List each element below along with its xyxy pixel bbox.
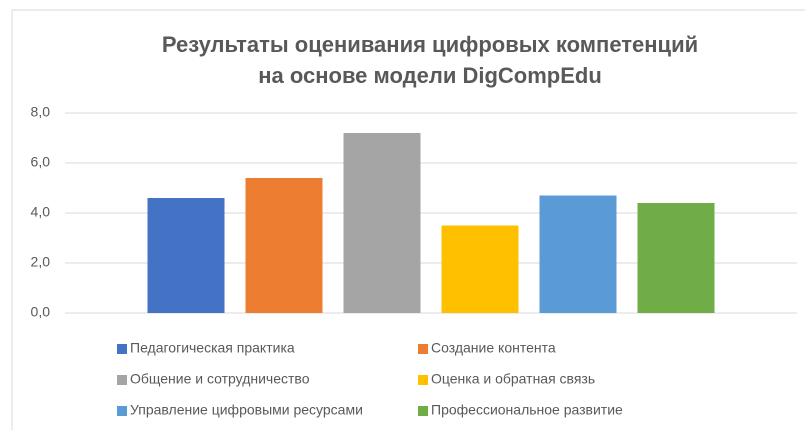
bar: [245, 178, 323, 313]
y-tick-label: 0,0: [31, 304, 51, 320]
legend-swatch: [418, 344, 428, 354]
legend-swatch: [418, 406, 428, 416]
legend-label: Оценка и обратная связь: [431, 371, 595, 387]
legend-swatch: [418, 375, 428, 385]
legend-swatch: [117, 375, 127, 385]
y-tick-label: 6,0: [31, 154, 51, 170]
legend-swatch: [117, 406, 127, 416]
chart-title: Результаты оценивания цифровых компетенц…: [162, 32, 698, 57]
legend-swatch: [117, 344, 127, 354]
bar: [147, 198, 225, 313]
legend-label: Педагогическая практика: [130, 340, 295, 356]
bar: [441, 225, 519, 313]
legend-label: Создание контента: [431, 340, 556, 356]
bar: [539, 195, 617, 313]
y-tick-label: 4,0: [31, 204, 51, 220]
chart-title: на основе модели DigCompEdu: [258, 63, 602, 88]
y-tick-label: 8,0: [31, 104, 51, 120]
y-tick-label: 2,0: [31, 254, 51, 270]
bar: [637, 203, 715, 313]
legend-label: Управление цифровыми ресурсами: [130, 402, 363, 418]
legend-label: Общение и сотрудничество: [130, 371, 310, 387]
legend-label: Профессиональное развитие: [431, 402, 623, 418]
bar: [343, 133, 421, 313]
